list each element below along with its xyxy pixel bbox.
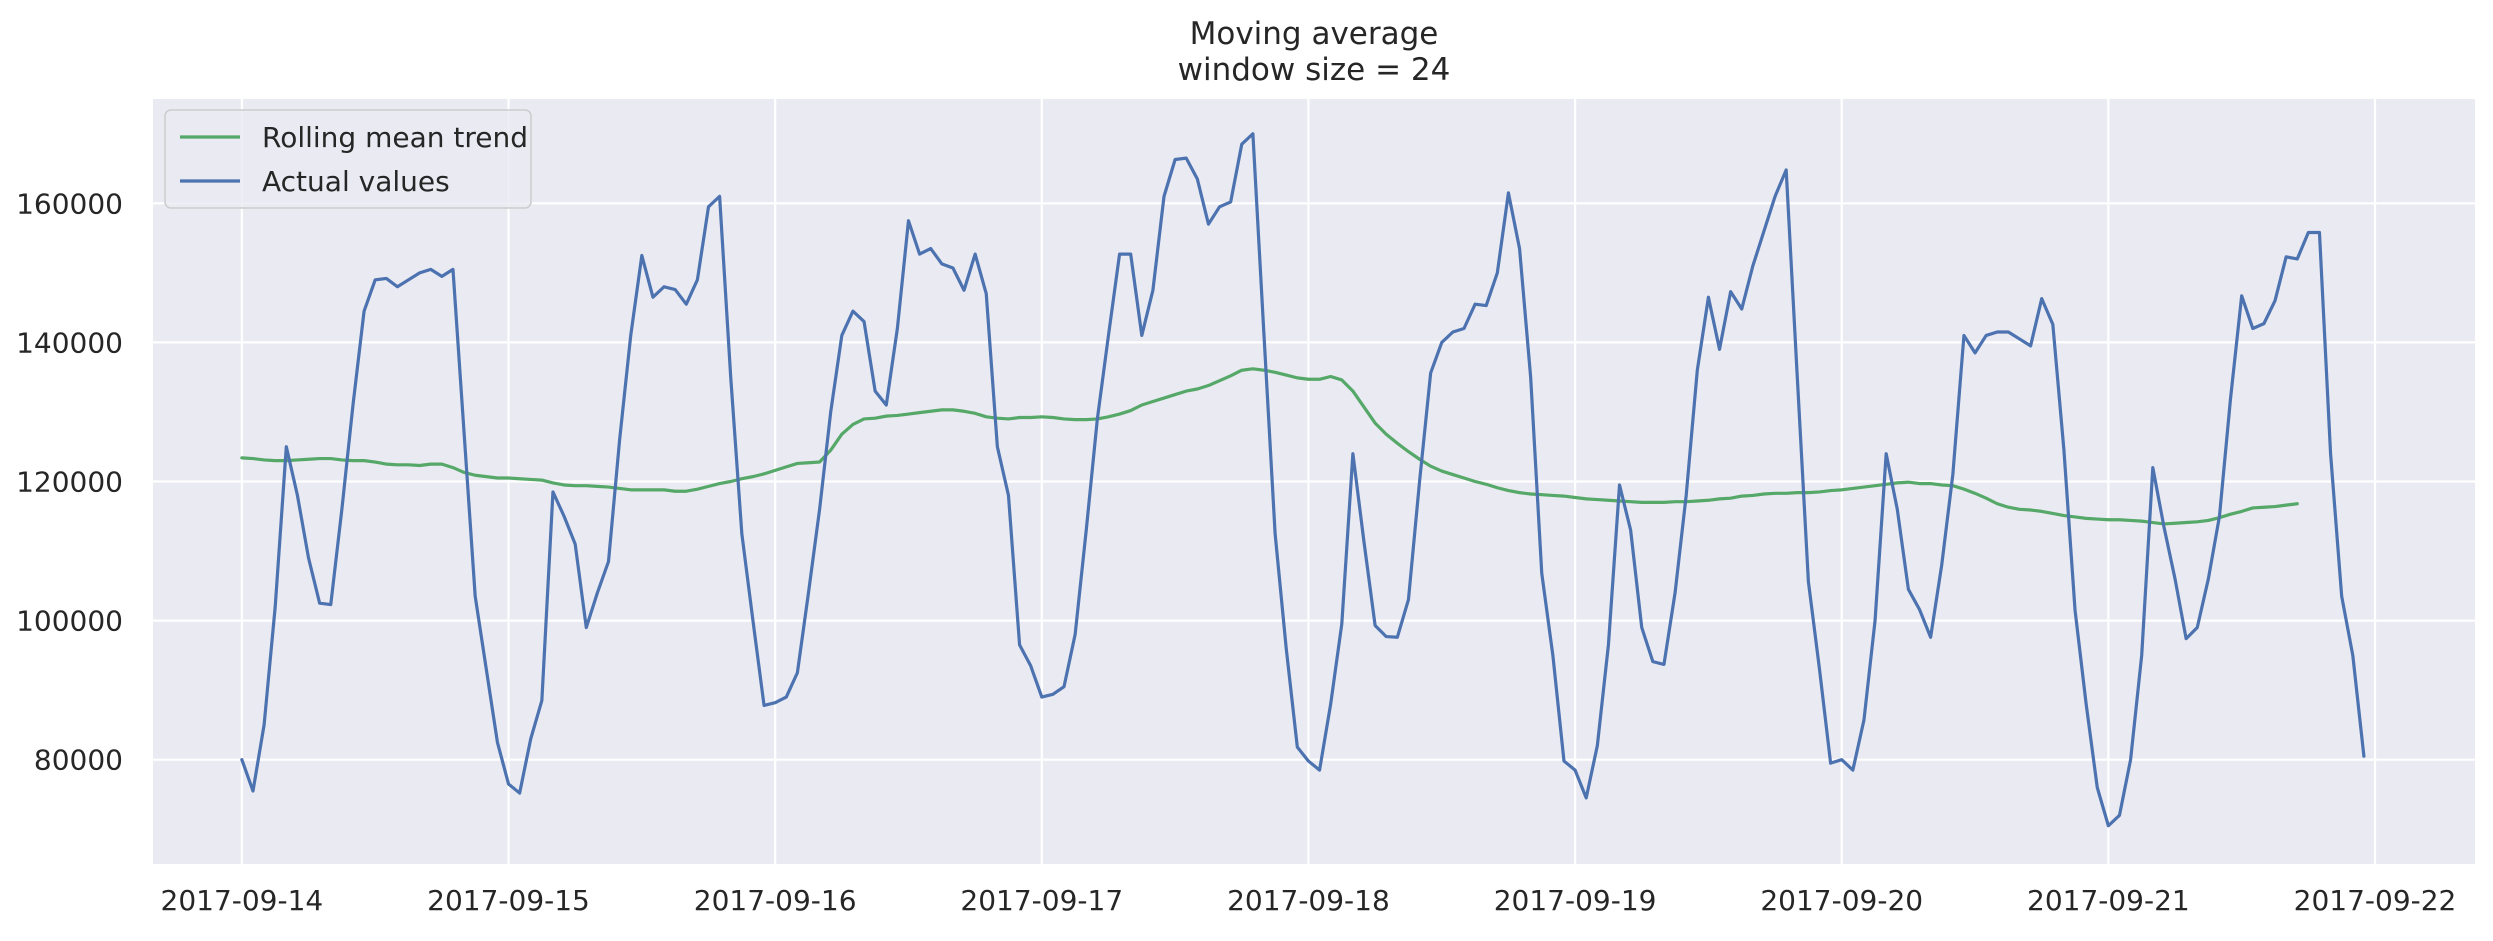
legend-label: Rolling mean trend (262, 121, 528, 154)
legend-box (164, 109, 532, 209)
y-tick-label: 140000 (16, 326, 123, 359)
series-line-rolling-mean (240, 367, 2299, 526)
x-tick-label: 2017-09-16 (694, 884, 857, 917)
x-tick-label: 2017-09-22 (2294, 884, 2457, 917)
legend-label: Actual values (262, 165, 450, 198)
chart-title-line: window size = 24 (1178, 52, 1451, 88)
x-tick-label: 2017-09-20 (1760, 884, 1923, 917)
x-tick-label: 2017-09-19 (1494, 884, 1657, 917)
y-tick-label: 120000 (16, 466, 123, 499)
grid-lines (153, 99, 2475, 864)
x-tick-label: 2017-09-17 (960, 884, 1123, 917)
tick-labels: 2017-09-14 2017-09-15 2017-09-16 2017-09-17… (16, 187, 2456, 917)
legend: Rolling mean trend Actual values (164, 109, 532, 209)
series-layer (240, 132, 2366, 828)
series-line-actual-values (240, 132, 2366, 828)
y-tick-label: 160000 (16, 187, 123, 220)
y-tick-label: 100000 (16, 605, 123, 638)
x-tick-label: 2017-09-18 (1227, 884, 1390, 917)
x-tick-label: 2017-09-14 (161, 884, 324, 917)
x-tick-label: 2017-09-21 (2027, 884, 2190, 917)
x-tick-label: 2017-09-15 (427, 884, 590, 917)
y-tick-label: 80000 (34, 744, 123, 777)
chart-title-line: Moving average (1190, 16, 1439, 52)
